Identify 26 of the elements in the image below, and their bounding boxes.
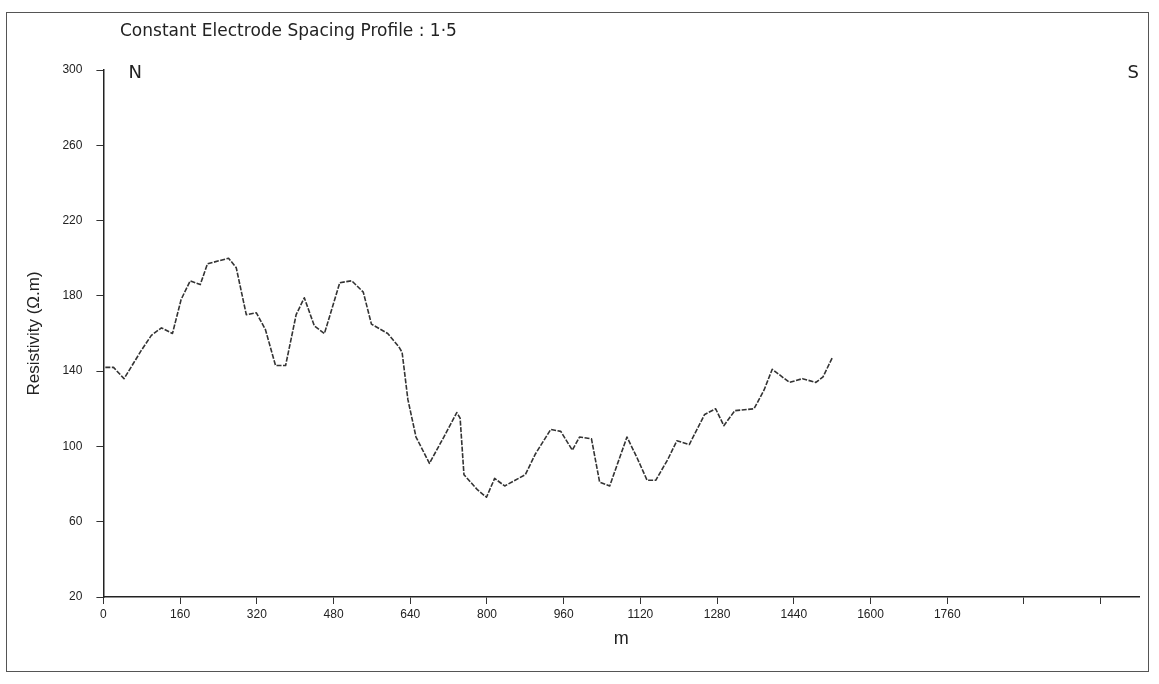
x-tick-label: 0 [100,606,108,621]
x-tick-label: 320 [246,606,268,621]
y-tick-label: 180 [62,288,83,303]
x-tick-label: 1760 [933,606,961,621]
x-tick-label: 960 [553,606,575,621]
x-axis-title: m [613,628,629,649]
y-tick-label: 260 [62,137,83,152]
annotation: N [128,60,142,82]
chart-title: Constant Electrode Spacing Profile : 1·5 [120,20,457,40]
y-tick-label: 300 [62,62,83,77]
x-tick-label: 480 [323,606,344,621]
y-tick-label: 220 [62,212,83,227]
x-tick-label: 800 [476,606,498,621]
x-tick-label: 1600 [857,606,885,621]
x-tick-label: 160 [170,606,191,621]
y-tick-label: 100 [62,438,83,453]
x-tick-label: 1440 [780,606,808,621]
y-tick-label: 20 [69,589,83,604]
y-axis-title: Resistivity (Ω.m) [23,271,43,396]
y-tick-label: 60 [69,514,83,529]
x-tick-label: 1120 [627,606,654,621]
y-tick-label: 140 [62,363,83,378]
x-tick-label: 640 [400,606,421,621]
line-series [104,257,833,499]
annotation: S [1127,60,1139,82]
x-tick-label: 1280 [703,606,731,621]
